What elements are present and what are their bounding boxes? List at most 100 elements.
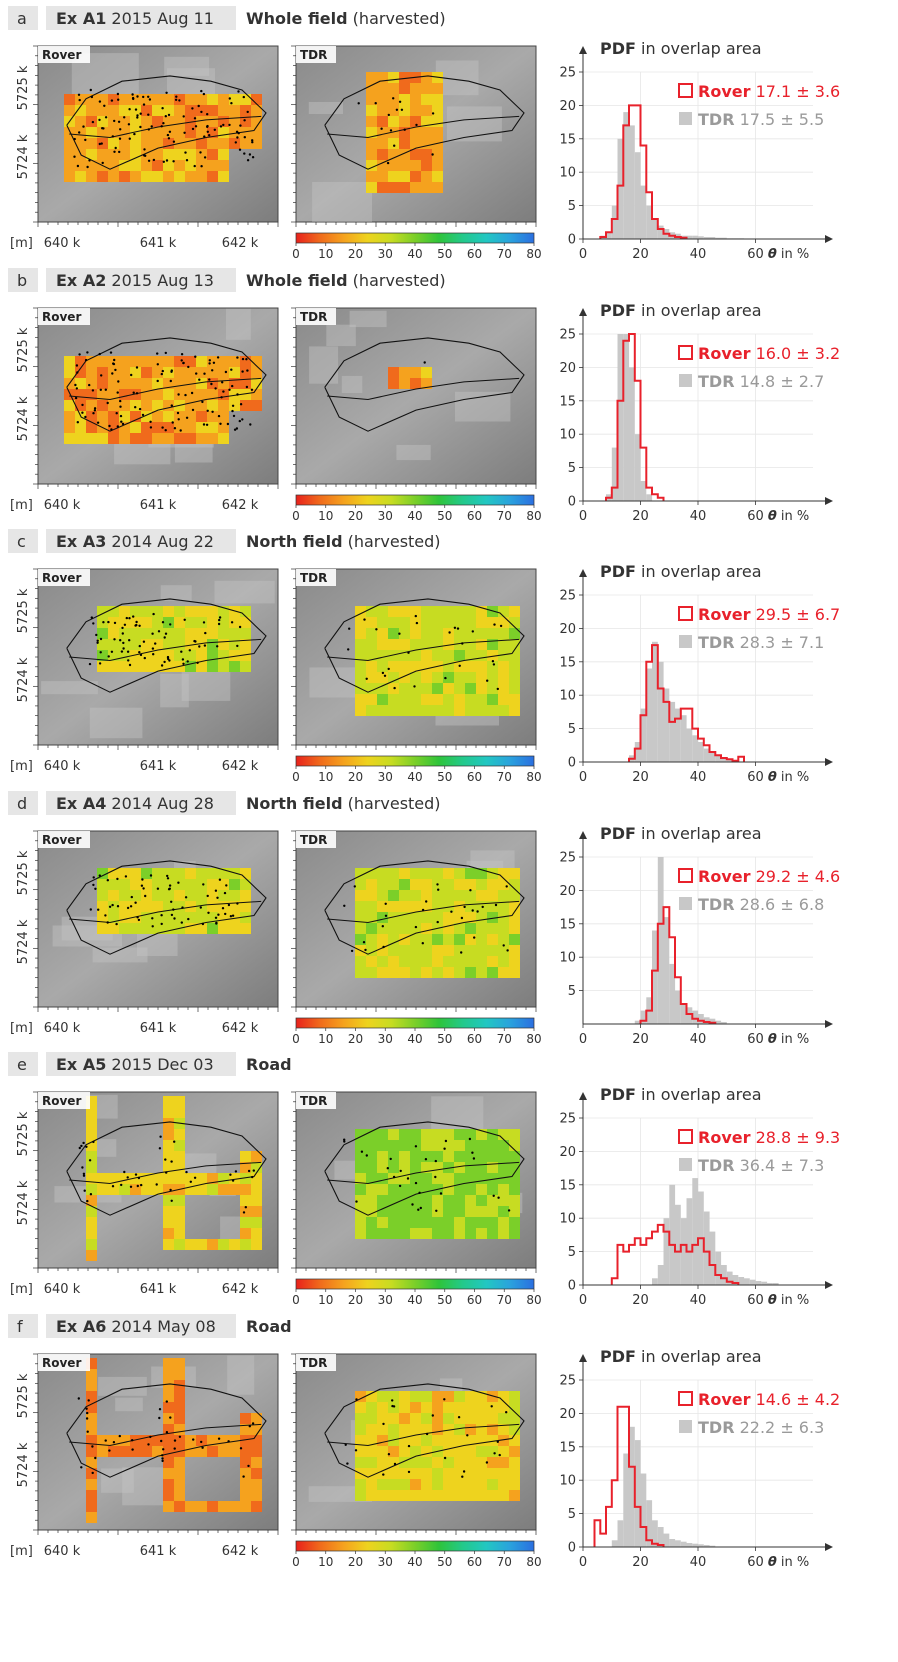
soil-moisture-cell bbox=[174, 879, 185, 890]
soil-moisture-cell bbox=[229, 912, 240, 923]
soil-moisture-cell bbox=[86, 1129, 97, 1140]
soil-moisture-cell bbox=[465, 1468, 476, 1479]
soil-moisture-cell bbox=[240, 912, 251, 923]
measurement-point bbox=[84, 138, 87, 142]
soil-moisture-cell bbox=[229, 400, 240, 411]
soil-moisture-cell bbox=[152, 127, 163, 138]
measurement-point bbox=[166, 877, 170, 880]
soil-moisture-cell bbox=[207, 650, 218, 661]
tdr-histogram-bar bbox=[629, 367, 635, 501]
histogram-x-axis-label: θ in % bbox=[768, 1293, 809, 1308]
soil-moisture-cell bbox=[454, 868, 465, 879]
soil-moisture-cell bbox=[229, 868, 240, 879]
soil-moisture-cell bbox=[366, 1435, 377, 1446]
soil-moisture-cell bbox=[432, 1140, 443, 1151]
measurement-point bbox=[149, 1435, 152, 1439]
measurement-point bbox=[113, 150, 116, 153]
area-header: Whole field (harvested) bbox=[246, 9, 446, 28]
soil-moisture-cell bbox=[443, 934, 454, 945]
measurement-point bbox=[343, 1140, 346, 1143]
soil-moisture-cell bbox=[119, 389, 130, 400]
soil-moisture-cell bbox=[465, 1184, 476, 1195]
soil-moisture-cell bbox=[498, 1129, 509, 1140]
measurement-point bbox=[179, 429, 182, 432]
colorbar-tick-label: 40 bbox=[407, 770, 422, 784]
colorbar-tick-label: 60 bbox=[467, 1555, 482, 1569]
histogram-x-tick-label: 0 bbox=[579, 1032, 587, 1047]
measurement-point bbox=[250, 388, 254, 391]
measurement-point bbox=[81, 1166, 84, 1169]
colorbar bbox=[295, 1017, 535, 1029]
soil-moisture-cell bbox=[399, 912, 410, 923]
soil-moisture-cell bbox=[476, 1457, 487, 1468]
measurement-point bbox=[382, 1473, 385, 1476]
measurement-point bbox=[393, 1462, 397, 1466]
soil-moisture-cell bbox=[218, 868, 229, 879]
soil-moisture-cell bbox=[207, 879, 218, 890]
soil-moisture-cell bbox=[108, 400, 119, 411]
soil-moisture-cell bbox=[163, 628, 174, 639]
soil-moisture-cell bbox=[388, 1402, 399, 1413]
measurement-point bbox=[222, 390, 225, 393]
soil-moisture-cell bbox=[130, 367, 141, 378]
soil-moisture-cell bbox=[366, 1129, 377, 1140]
colorbar-tick-label: 0 bbox=[292, 247, 300, 261]
soil-moisture-cell bbox=[152, 1173, 163, 1184]
soil-moisture-cell bbox=[366, 901, 377, 912]
soil-moisture-cell bbox=[152, 378, 163, 389]
meter-unit-label: [m] bbox=[10, 1282, 33, 1297]
soil-moisture-cell bbox=[377, 879, 388, 890]
soil-moisture-cell bbox=[388, 923, 399, 934]
histogram-y-tick-label: 15 bbox=[559, 132, 576, 147]
measurement-point bbox=[139, 112, 142, 115]
soil-moisture-cell bbox=[97, 411, 108, 422]
soil-moisture-cell bbox=[476, 1195, 487, 1206]
soil-moisture-cell bbox=[185, 923, 196, 934]
tdr-histogram-bar bbox=[663, 917, 670, 1024]
soil-moisture-cell bbox=[509, 617, 520, 628]
soil-moisture-cell bbox=[97, 171, 108, 182]
rover-legend-swatch bbox=[678, 868, 693, 883]
soil-moisture-cell bbox=[141, 879, 152, 890]
soil-moisture-cell bbox=[240, 868, 251, 879]
y-axis-arrow bbox=[579, 569, 587, 577]
tdr-map-label: TDR bbox=[300, 1356, 327, 1370]
soil-moisture-cell bbox=[443, 1173, 454, 1184]
soil-moisture-cell bbox=[141, 149, 152, 160]
measurement-point bbox=[168, 659, 171, 662]
soil-moisture-cell bbox=[174, 1369, 185, 1380]
soil-moisture-cell bbox=[476, 617, 487, 628]
soil-moisture-cell bbox=[130, 127, 141, 138]
measurement-point bbox=[407, 1470, 411, 1474]
soil-moisture-cell bbox=[218, 1446, 229, 1457]
soil-moisture-cell bbox=[130, 149, 141, 160]
soil-moisture-cell bbox=[218, 160, 229, 171]
map-x-tick-label: 640 k bbox=[44, 1021, 81, 1036]
tdr-stats: 14.8 ± 2.7 bbox=[735, 372, 825, 391]
soil-moisture-cell bbox=[366, 694, 377, 705]
histogram-x-tick-label: 20 bbox=[632, 1293, 649, 1308]
soil-moisture-cell bbox=[251, 1217, 262, 1228]
soil-moisture-cell bbox=[229, 890, 240, 901]
soil-moisture-cell bbox=[97, 628, 108, 639]
measurement-point bbox=[92, 883, 95, 887]
measurement-point bbox=[132, 391, 135, 394]
map-x-tick-label: 640 k bbox=[44, 759, 81, 774]
soil-moisture-cell bbox=[432, 1151, 443, 1162]
histogram-x-tick-label: 60 bbox=[747, 247, 764, 262]
tdr-histogram-bar bbox=[657, 857, 664, 1024]
measurement-point bbox=[169, 623, 172, 626]
soil-moisture-cell bbox=[185, 912, 196, 923]
soil-moisture-cell bbox=[432, 1206, 443, 1217]
measurement-point bbox=[425, 1432, 429, 1436]
area-header: North field (harvested) bbox=[246, 794, 441, 813]
soil-moisture-cell bbox=[207, 127, 218, 138]
soil-moisture-cell bbox=[174, 1107, 185, 1118]
soil-moisture-cell bbox=[240, 105, 251, 116]
soil-moisture-cell bbox=[454, 1129, 465, 1140]
area-name: North field bbox=[246, 794, 343, 813]
soil-moisture-cell bbox=[174, 1468, 185, 1479]
soil-moisture-cell bbox=[174, 1206, 185, 1217]
soil-moisture-cell bbox=[366, 1228, 377, 1239]
soil-moisture-cell bbox=[86, 400, 97, 411]
